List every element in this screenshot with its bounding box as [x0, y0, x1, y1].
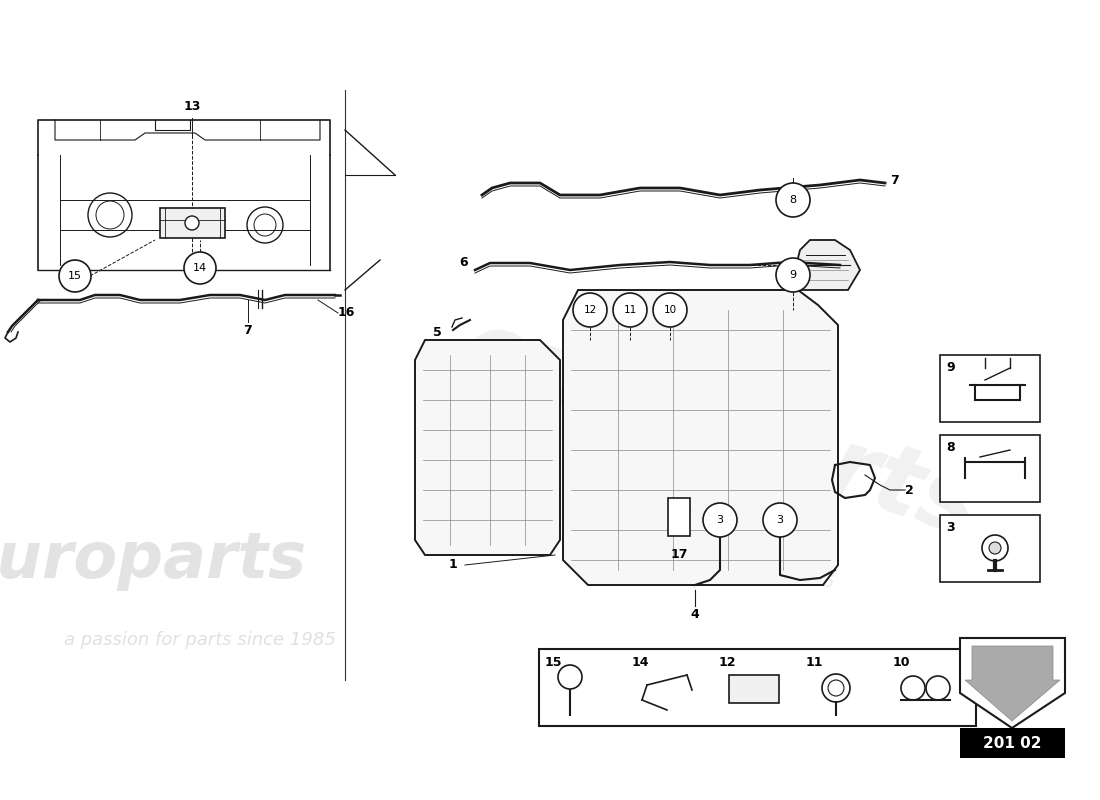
Circle shape — [254, 214, 276, 236]
Text: europarts: europarts — [450, 302, 990, 558]
Circle shape — [982, 535, 1008, 561]
Polygon shape — [415, 340, 560, 555]
FancyBboxPatch shape — [940, 355, 1040, 422]
Text: 10: 10 — [893, 656, 911, 669]
FancyBboxPatch shape — [668, 498, 690, 536]
Circle shape — [613, 293, 647, 327]
Polygon shape — [563, 290, 838, 585]
Circle shape — [59, 260, 91, 292]
Text: 8: 8 — [790, 195, 796, 205]
Text: 14: 14 — [632, 656, 649, 669]
Text: 3: 3 — [716, 515, 724, 525]
Text: 12: 12 — [583, 305, 596, 315]
FancyBboxPatch shape — [940, 515, 1040, 582]
Text: 3: 3 — [777, 515, 783, 525]
FancyBboxPatch shape — [729, 675, 779, 703]
Text: 11: 11 — [624, 305, 637, 315]
Text: 9: 9 — [946, 361, 955, 374]
Text: 11: 11 — [806, 656, 824, 669]
Text: 15: 15 — [68, 271, 82, 281]
Circle shape — [828, 680, 844, 696]
Circle shape — [573, 293, 607, 327]
Circle shape — [822, 674, 850, 702]
Text: 8: 8 — [946, 441, 955, 454]
Circle shape — [184, 252, 216, 284]
Text: 16: 16 — [338, 306, 355, 319]
Circle shape — [901, 676, 925, 700]
Circle shape — [248, 207, 283, 243]
Circle shape — [776, 258, 810, 292]
Text: 17: 17 — [670, 548, 688, 561]
Text: 3: 3 — [946, 521, 955, 534]
Text: 10: 10 — [663, 305, 676, 315]
Text: 13: 13 — [184, 100, 200, 113]
FancyBboxPatch shape — [940, 435, 1040, 502]
Text: 1: 1 — [449, 558, 458, 571]
Circle shape — [88, 193, 132, 237]
Polygon shape — [960, 638, 1065, 728]
Circle shape — [96, 201, 124, 229]
Polygon shape — [790, 240, 860, 290]
Text: 14: 14 — [192, 263, 207, 273]
Text: 12: 12 — [719, 656, 737, 669]
FancyBboxPatch shape — [160, 208, 226, 238]
Text: 15: 15 — [544, 656, 562, 669]
Text: a passion for parts since 1985: a passion for parts since 1985 — [564, 527, 835, 593]
Text: 201 02: 201 02 — [982, 735, 1042, 750]
Circle shape — [763, 503, 798, 537]
Text: 9: 9 — [790, 270, 796, 280]
Text: a passion for parts since 1985: a passion for parts since 1985 — [64, 631, 336, 649]
Circle shape — [653, 293, 688, 327]
Text: 2: 2 — [905, 483, 914, 497]
Circle shape — [776, 183, 810, 217]
FancyBboxPatch shape — [960, 728, 1065, 758]
Text: 6: 6 — [460, 255, 467, 269]
Text: 4: 4 — [691, 608, 700, 621]
Circle shape — [703, 503, 737, 537]
Text: 7: 7 — [243, 323, 252, 337]
Circle shape — [558, 665, 582, 689]
Polygon shape — [965, 646, 1060, 721]
Circle shape — [989, 542, 1001, 554]
Text: europarts: europarts — [0, 529, 307, 591]
Text: 5: 5 — [433, 326, 442, 338]
Circle shape — [185, 216, 199, 230]
Circle shape — [926, 676, 950, 700]
FancyBboxPatch shape — [539, 649, 976, 726]
Text: 7: 7 — [890, 174, 899, 186]
